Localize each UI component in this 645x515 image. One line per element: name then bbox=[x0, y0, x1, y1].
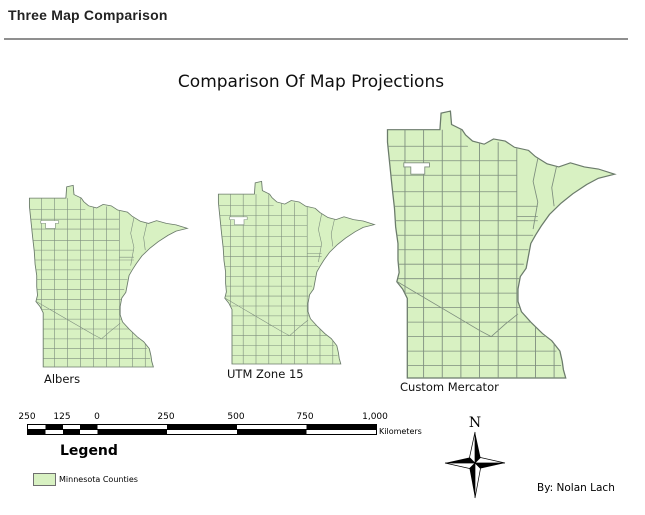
scalebar-tick: 0 bbox=[94, 412, 100, 422]
minnesota-map-mercator bbox=[384, 109, 617, 378]
legend-swatch-minnesota-counties bbox=[33, 473, 56, 486]
legend-title: Legend bbox=[60, 443, 118, 459]
north-label: N bbox=[469, 415, 481, 431]
header-divider bbox=[4, 38, 628, 40]
scale-bar-top-row bbox=[28, 425, 376, 430]
scalebar-tick: 500 bbox=[227, 412, 245, 422]
scale-bar bbox=[27, 424, 377, 435]
scale-bar-bottom-row bbox=[28, 430, 376, 434]
legend-item-label: Minnesota Counties bbox=[59, 475, 138, 484]
scalebar-tick: 1,000 bbox=[362, 412, 388, 422]
north-arrow-icon: N bbox=[444, 415, 506, 499]
scalebar-unit-label: Kilometers bbox=[379, 427, 422, 436]
minnesota-map-albers bbox=[27, 184, 189, 367]
map-label-mercator: Custom Mercator bbox=[400, 380, 499, 394]
minnesota-map-utm bbox=[216, 180, 376, 364]
scalebar-tick: 250 bbox=[18, 412, 36, 422]
map-label-utm: UTM Zone 15 bbox=[227, 367, 304, 381]
author-credit: By: Nolan Lach bbox=[537, 482, 615, 494]
map-label-albers: Albers bbox=[44, 372, 81, 386]
scalebar-tick: 125 bbox=[53, 412, 71, 422]
figure-title: Comparison Of Map Projections bbox=[177, 72, 445, 92]
scalebar-tick: 750 bbox=[296, 412, 314, 422]
page-title: Three Map Comparison bbox=[8, 7, 168, 23]
scalebar-tick: 250 bbox=[157, 412, 175, 422]
